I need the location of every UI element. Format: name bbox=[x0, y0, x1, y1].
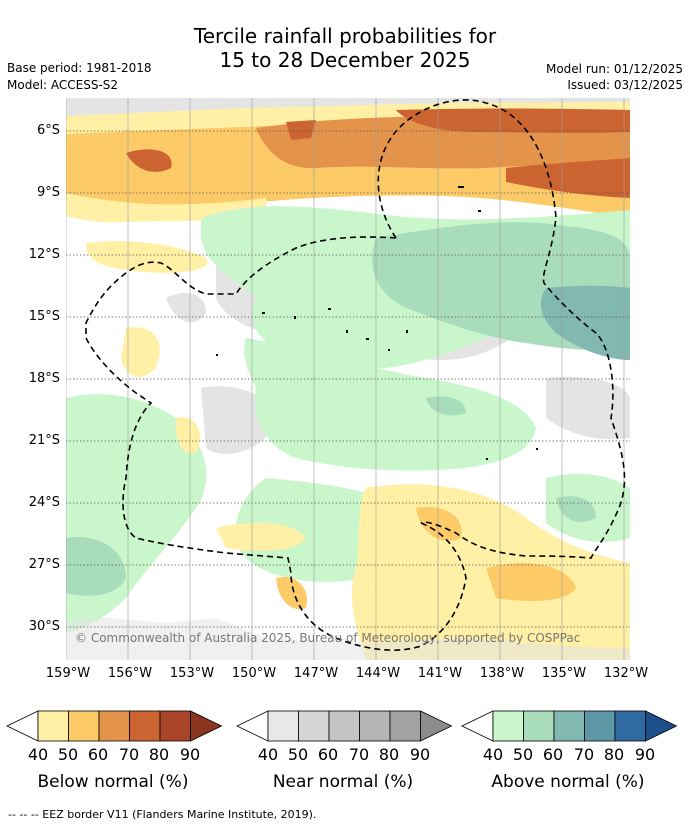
colorbar-tick: 60 bbox=[317, 745, 339, 764]
colorbar-segment bbox=[328, 710, 360, 742]
colorbar-tick: 60 bbox=[87, 745, 109, 764]
colorbar-segment bbox=[523, 710, 555, 742]
issued-text: Issued: 03/12/2025 bbox=[567, 78, 683, 92]
lat-label: 9°S bbox=[36, 185, 60, 200]
lat-label: 24°S bbox=[28, 495, 60, 510]
lat-label: 30°S bbox=[28, 619, 60, 634]
colorbar-below bbox=[6, 710, 223, 742]
colorbar-tick: 50 bbox=[287, 745, 309, 764]
eez-footnote: -- -- -- EEZ border V11 (Flanders Marine… bbox=[8, 808, 317, 821]
colorbar-tick: 90 bbox=[409, 745, 431, 764]
lon-label: 156°W bbox=[107, 666, 153, 681]
colorbar-segment bbox=[614, 710, 646, 742]
lon-label: 153°W bbox=[169, 666, 215, 681]
lon-label: 150°W bbox=[231, 666, 277, 681]
base-period-text: Base period: 1981-2018 bbox=[7, 61, 152, 75]
copyright-text: © Commonwealth of Australia 2025, Bureau… bbox=[75, 631, 581, 645]
above-normal-label: Above normal (%) bbox=[491, 772, 645, 792]
colorbar-segment bbox=[129, 710, 161, 742]
colorbar-segment bbox=[68, 710, 100, 742]
colorbar-extend-low bbox=[236, 710, 269, 742]
title-line-1: Tercile rainfall probabilities for bbox=[193, 24, 497, 48]
colorbar-segment bbox=[267, 710, 299, 742]
colorbar-tick: 70 bbox=[118, 745, 140, 764]
colorbar-segment bbox=[389, 710, 421, 742]
lon-label: 132°W bbox=[603, 666, 649, 681]
colorbar-extend-high bbox=[645, 710, 678, 742]
colorbar-segment bbox=[37, 710, 69, 742]
colorbar-segment bbox=[98, 710, 130, 742]
colorbar-tick: 50 bbox=[512, 745, 534, 764]
colorbar-legend bbox=[6, 710, 678, 742]
lon-label: 141°W bbox=[417, 666, 463, 681]
colorbar-segment bbox=[359, 710, 391, 742]
colorbar-tick: 40 bbox=[257, 745, 279, 764]
lat-label: 12°S bbox=[28, 247, 60, 262]
near-normal-label: Near normal (%) bbox=[272, 772, 414, 792]
colorbar-tick: 60 bbox=[542, 745, 564, 764]
colorbar-tick: 80 bbox=[603, 745, 625, 764]
colorbar-tick: 80 bbox=[378, 745, 400, 764]
lon-label: 138°W bbox=[479, 666, 525, 681]
below-normal-label: Below normal (%) bbox=[37, 772, 189, 792]
colorbar-segment bbox=[553, 710, 585, 742]
lat-label: 6°S bbox=[36, 123, 60, 138]
colorbar-near bbox=[236, 710, 453, 742]
model-run-text: Model run: 01/12/2025 bbox=[545, 62, 683, 76]
colorbar-segment bbox=[298, 710, 330, 742]
lon-label: 135°W bbox=[541, 666, 587, 681]
colorbar-segment bbox=[159, 710, 191, 742]
lat-label: 21°S bbox=[28, 433, 60, 448]
colorbar-extend-low bbox=[6, 710, 39, 742]
colorbar-tick: 90 bbox=[634, 745, 656, 764]
title-line-2: 15 to 28 December 2025 bbox=[219, 48, 471, 72]
probability-map bbox=[66, 98, 630, 660]
colorbar-segment bbox=[584, 710, 616, 742]
colorbar-tick: 70 bbox=[573, 745, 595, 764]
map-canvas bbox=[66, 98, 630, 660]
colorbar-tick: 70 bbox=[348, 745, 370, 764]
lon-label: 147°W bbox=[293, 666, 339, 681]
colorbar-extend-high bbox=[420, 710, 453, 742]
lat-label: 15°S bbox=[28, 309, 60, 324]
colorbar-tick: 40 bbox=[27, 745, 49, 764]
colorbar-above bbox=[461, 710, 678, 742]
colorbar-tick: 80 bbox=[148, 745, 170, 764]
colorbar-segment bbox=[492, 710, 524, 742]
model-text: Model: ACCESS-S2 bbox=[7, 78, 119, 92]
colorbar-tick: 40 bbox=[482, 745, 504, 764]
lat-label: 18°S bbox=[28, 371, 60, 386]
lon-label: 159°W bbox=[45, 666, 91, 681]
colorbar-extend-high bbox=[190, 710, 223, 742]
colorbar-tick: 90 bbox=[179, 745, 201, 764]
colorbar-tick: 50 bbox=[57, 745, 79, 764]
lat-label: 27°S bbox=[28, 557, 60, 572]
colorbar-extend-low bbox=[461, 710, 494, 742]
lon-label: 144°W bbox=[355, 666, 401, 681]
